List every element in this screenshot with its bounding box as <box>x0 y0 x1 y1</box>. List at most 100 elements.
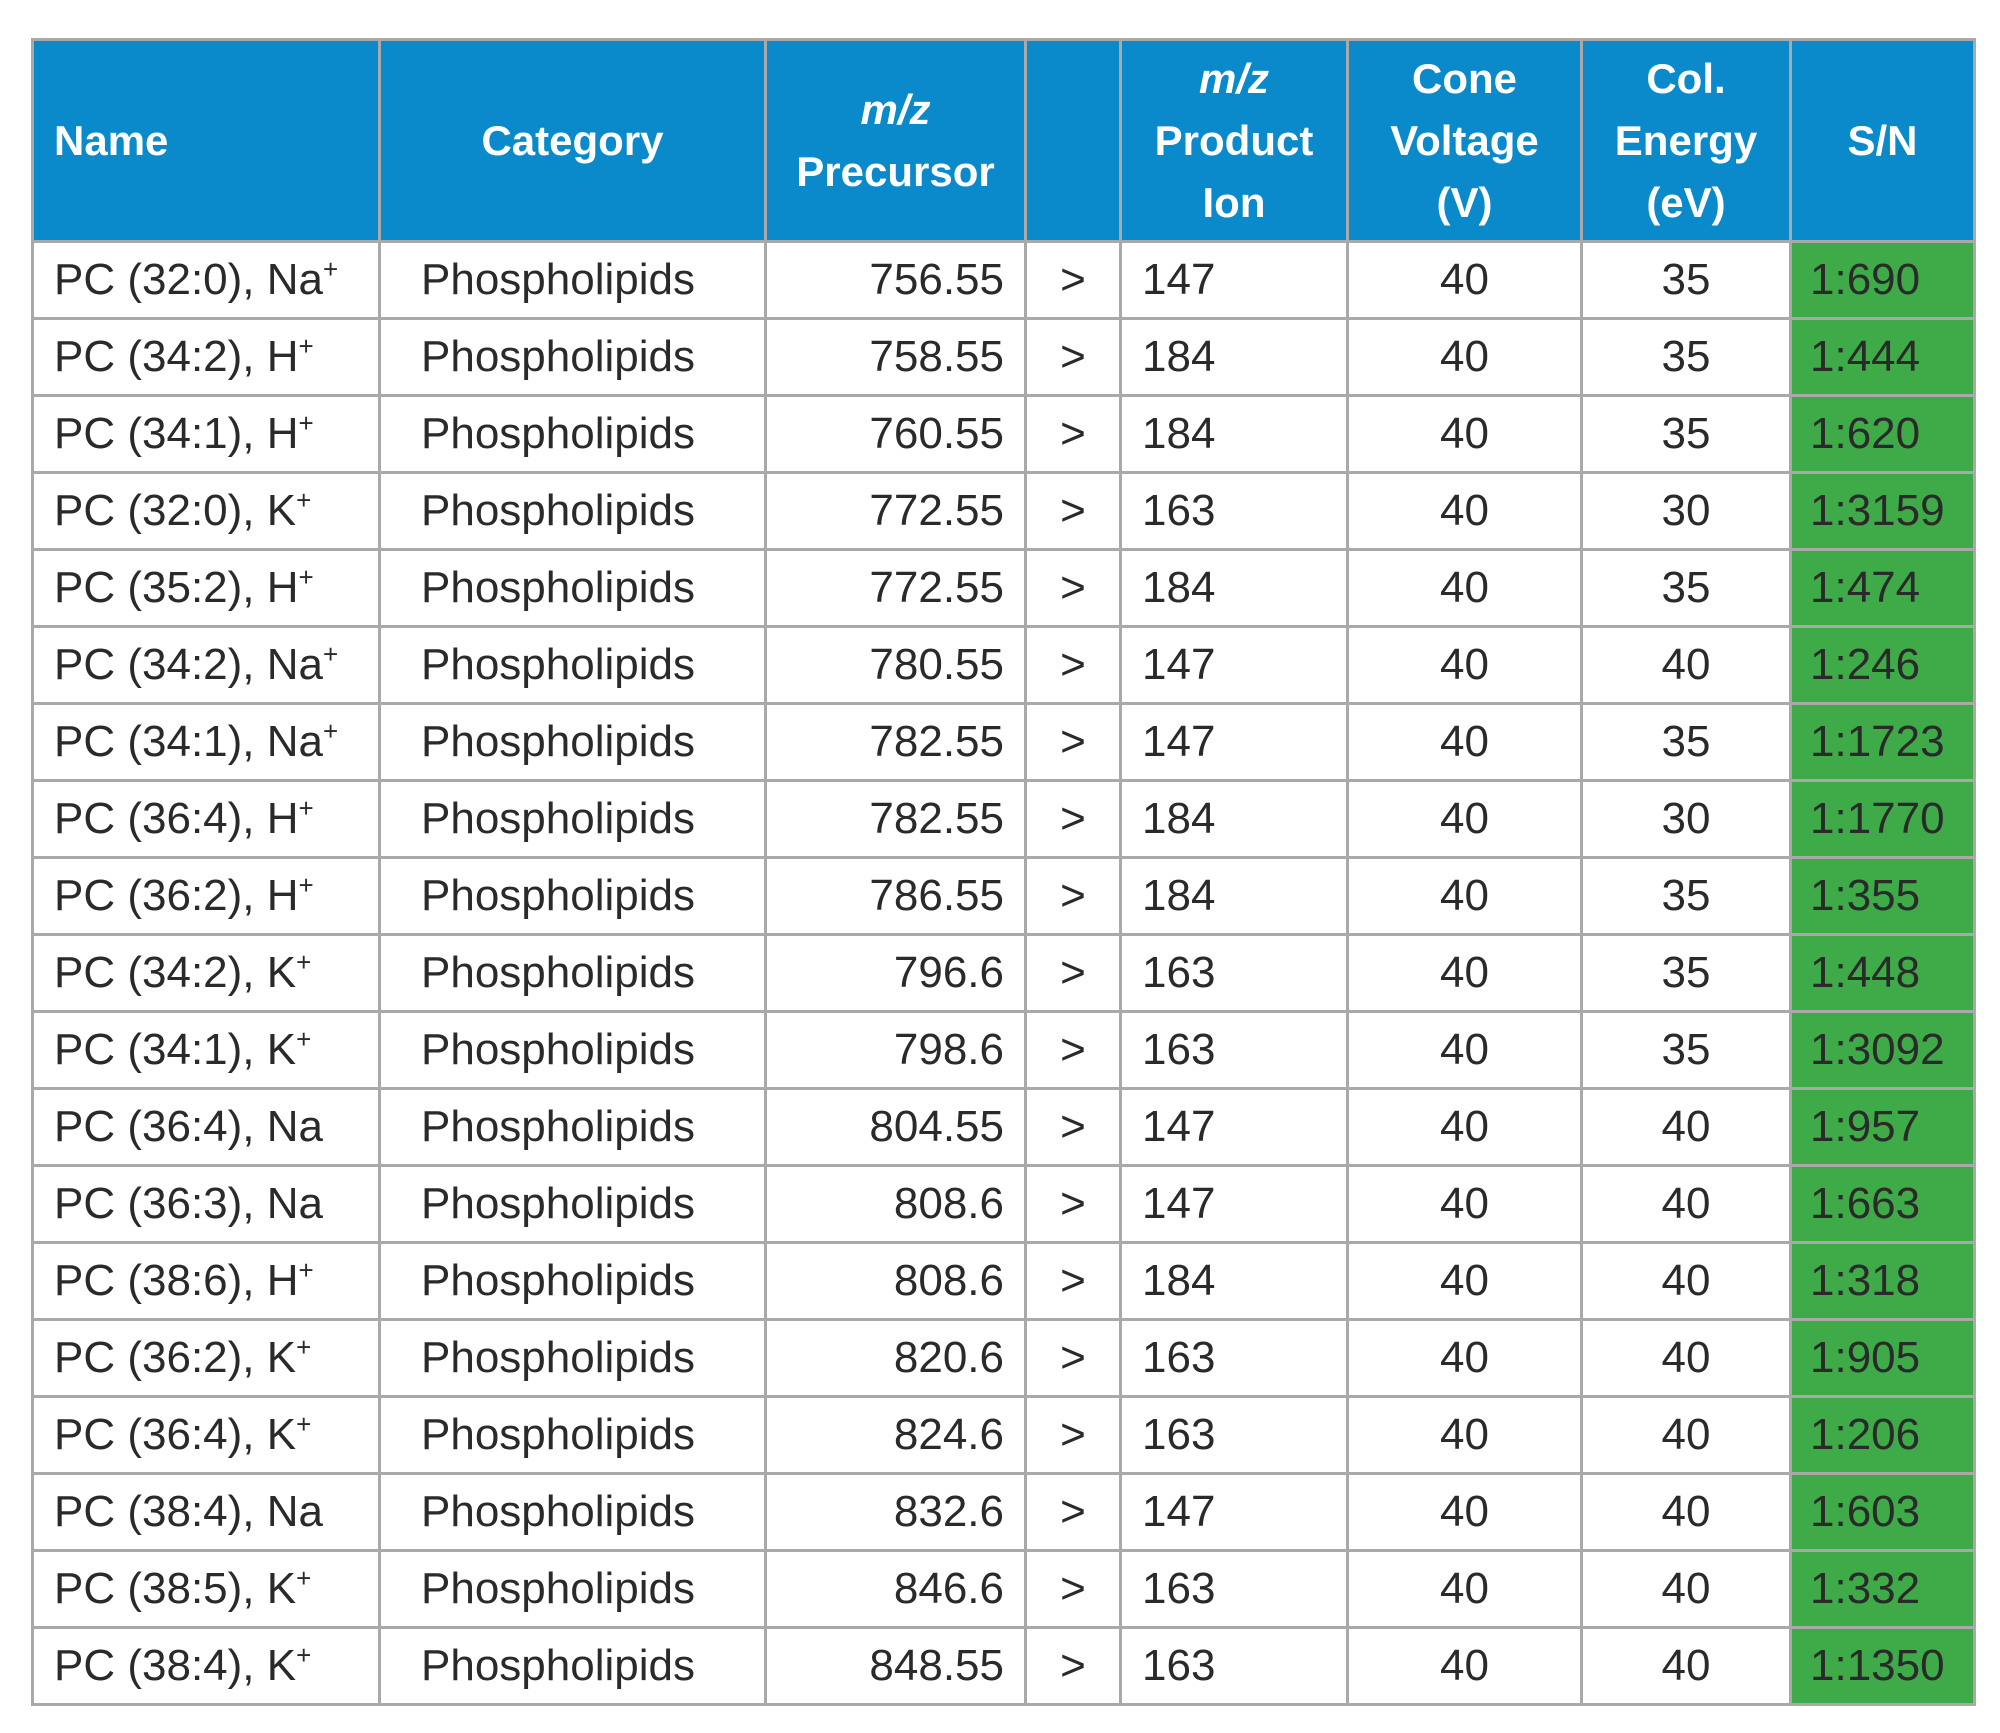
compound-name: PC (34:2), H <box>54 332 299 381</box>
cell-transition-arrow: > <box>1024 856 1122 936</box>
cell-precursor-mz: 772.55 <box>764 548 1027 628</box>
header-product-mz: m/z <box>1198 54 1269 102</box>
cell-category: Phospholipids <box>378 548 767 628</box>
cell-collision-energy: 35 <box>1580 933 1792 1013</box>
cell-product-ion-mz: 163 <box>1119 1010 1349 1090</box>
cell-cone-voltage: 40 <box>1346 1241 1583 1321</box>
cell-collision-energy: 35 <box>1580 702 1792 782</box>
cell-signal-to-noise: 1:905 <box>1789 1318 1976 1398</box>
cell-collision-energy: 30 <box>1580 471 1792 551</box>
cell-name: PC (36:4), H+ <box>31 779 381 859</box>
cell-signal-to-noise: 1:690 <box>1789 240 1976 320</box>
cell-category: Phospholipids <box>378 1318 767 1398</box>
cell-signal-to-noise: 1:448 <box>1789 933 1976 1013</box>
cell-transition-arrow: > <box>1024 394 1122 474</box>
table-row: PC (36:3), Na Phospholipids 808.6 >147 40 40 1… <box>31 1164 1976 1244</box>
cell-product-ion-mz: 184 <box>1119 317 1349 397</box>
compound-name: PC (36:4), Na <box>54 1102 323 1151</box>
cell-name: PC (36:3), Na <box>31 1164 381 1244</box>
cell-transition-arrow: > <box>1024 1010 1122 1090</box>
table-row: PC (36:4), H+ Phospholipids 782.55 >184 40 30… <box>31 779 1976 859</box>
cell-name: PC (34:1), K+ <box>31 1010 381 1090</box>
cell-precursor-mz: 846.6 <box>764 1549 1027 1629</box>
cell-precursor-mz: 780.55 <box>764 625 1027 705</box>
compound-name: PC (36:3), Na <box>54 1179 323 1228</box>
compound-name: PC (34:1), K <box>54 1025 297 1074</box>
compound-name: PC (34:1), H <box>54 409 299 458</box>
header-cone-label-3: (V) <box>1436 178 1493 226</box>
compound-name: PC (36:2), K <box>54 1333 297 1382</box>
cell-cone-voltage: 40 <box>1346 471 1583 551</box>
cell-transition-arrow: > <box>1024 1549 1122 1629</box>
cell-transition-arrow: > <box>1024 1472 1122 1552</box>
cell-product-ion-mz: 163 <box>1119 1549 1349 1629</box>
cell-precursor-mz: 848.55 <box>764 1626 1027 1706</box>
header-product-ion: m/z Product Ion <box>1119 38 1349 243</box>
cell-category: Phospholipids <box>378 1241 767 1321</box>
header-cone-label-1: Cone <box>1412 54 1517 102</box>
table-row: PC (34:2), K+ Phospholipids 796.6 >163 40 35 1… <box>31 933 1976 1013</box>
cell-collision-energy: 40 <box>1580 625 1792 705</box>
cell-precursor-mz: 820.6 <box>764 1318 1027 1398</box>
cell-cone-voltage: 40 <box>1346 317 1583 397</box>
cell-name: PC (34:1), H+ <box>31 394 381 474</box>
header-category-label: Category <box>481 116 664 164</box>
cell-transition-arrow: > <box>1024 1164 1122 1244</box>
cell-signal-to-noise: 1:206 <box>1789 1395 1976 1475</box>
table-body: PC (32:0), Na+ Phospholipids 756.55 >147 40 3… <box>31 240 1976 1706</box>
table-row: PC (38:4), Na Phospholipids 832.6 >147 40 40 1… <box>31 1472 1976 1552</box>
cell-name: PC (32:0), Na+ <box>31 240 381 320</box>
cell-collision-energy: 30 <box>1580 779 1792 859</box>
cell-collision-energy: 40 <box>1580 1472 1792 1552</box>
compound-name: PC (32:0), Na <box>54 255 323 304</box>
compound-name: PC (34:2), Na <box>54 640 323 689</box>
compound-name: PC (35:2), H <box>54 563 299 612</box>
cell-cone-voltage: 40 <box>1346 1395 1583 1475</box>
cell-signal-to-noise: 1:603 <box>1789 1472 1976 1552</box>
header-precursor: m/z Precursor <box>764 38 1027 243</box>
cell-collision-energy: 35 <box>1580 1010 1792 1090</box>
header-collision-energy: Col. Energy (eV) <box>1580 38 1792 243</box>
table-row: PC (38:6), H+ Phospholipids 808.6 >184 40 40 1… <box>31 1241 1976 1321</box>
cell-name: PC (34:1), Na+ <box>31 702 381 782</box>
cell-transition-arrow: > <box>1024 1241 1122 1321</box>
cell-signal-to-noise: 1:3159 <box>1789 471 1976 551</box>
cell-precursor-mz: 804.55 <box>764 1087 1027 1167</box>
cell-name: PC (32:0), K+ <box>31 471 381 551</box>
header-sn-label: S/N <box>1847 116 1918 164</box>
cell-product-ion-mz: 147 <box>1119 1472 1349 1552</box>
cell-signal-to-noise: 1:444 <box>1789 317 1976 397</box>
cell-collision-energy: 40 <box>1580 1395 1792 1475</box>
cell-signal-to-noise: 1:1770 <box>1789 779 1976 859</box>
cell-transition-arrow: > <box>1024 1087 1122 1167</box>
cell-product-ion-mz: 163 <box>1119 1626 1349 1706</box>
cell-category: Phospholipids <box>378 1395 767 1475</box>
header-product-label-2: Ion <box>1202 178 1266 226</box>
cell-precursor-mz: 760.55 <box>764 394 1027 474</box>
ion-charge: + <box>322 254 339 284</box>
cell-product-ion-mz: 163 <box>1119 933 1349 1013</box>
compound-name: PC (38:4), Na <box>54 1487 323 1536</box>
compound-name: PC (36:2), H <box>54 871 299 920</box>
cell-precursor-mz: 782.55 <box>764 779 1027 859</box>
cell-transition-arrow: > <box>1024 1395 1122 1475</box>
cell-signal-to-noise: 1:3092 <box>1789 1010 1976 1090</box>
cell-collision-energy: 35 <box>1580 548 1792 628</box>
cell-collision-energy: 40 <box>1580 1318 1792 1398</box>
cell-product-ion-mz: 163 <box>1119 471 1349 551</box>
cell-transition-arrow: > <box>1024 548 1122 628</box>
compound-name: PC (34:2), K <box>54 948 297 997</box>
cell-cone-voltage: 40 <box>1346 625 1583 705</box>
cell-name: PC (38:4), Na <box>31 1472 381 1552</box>
ion-charge: + <box>296 1563 312 1593</box>
header-name-label: Name <box>54 116 169 164</box>
ion-charge: + <box>298 793 314 823</box>
table-row: PC (32:0), Na+ Phospholipids 756.55 >147 40 3… <box>31 240 1976 320</box>
cell-category: Phospholipids <box>378 1164 767 1244</box>
cell-category: Phospholipids <box>378 1087 767 1167</box>
ion-charge: + <box>296 1409 312 1439</box>
header-precursor-label: Precursor <box>796 147 995 195</box>
compound-name: PC (38:5), K <box>54 1564 297 1613</box>
ion-charge: + <box>298 331 314 361</box>
cell-cone-voltage: 40 <box>1346 779 1583 859</box>
